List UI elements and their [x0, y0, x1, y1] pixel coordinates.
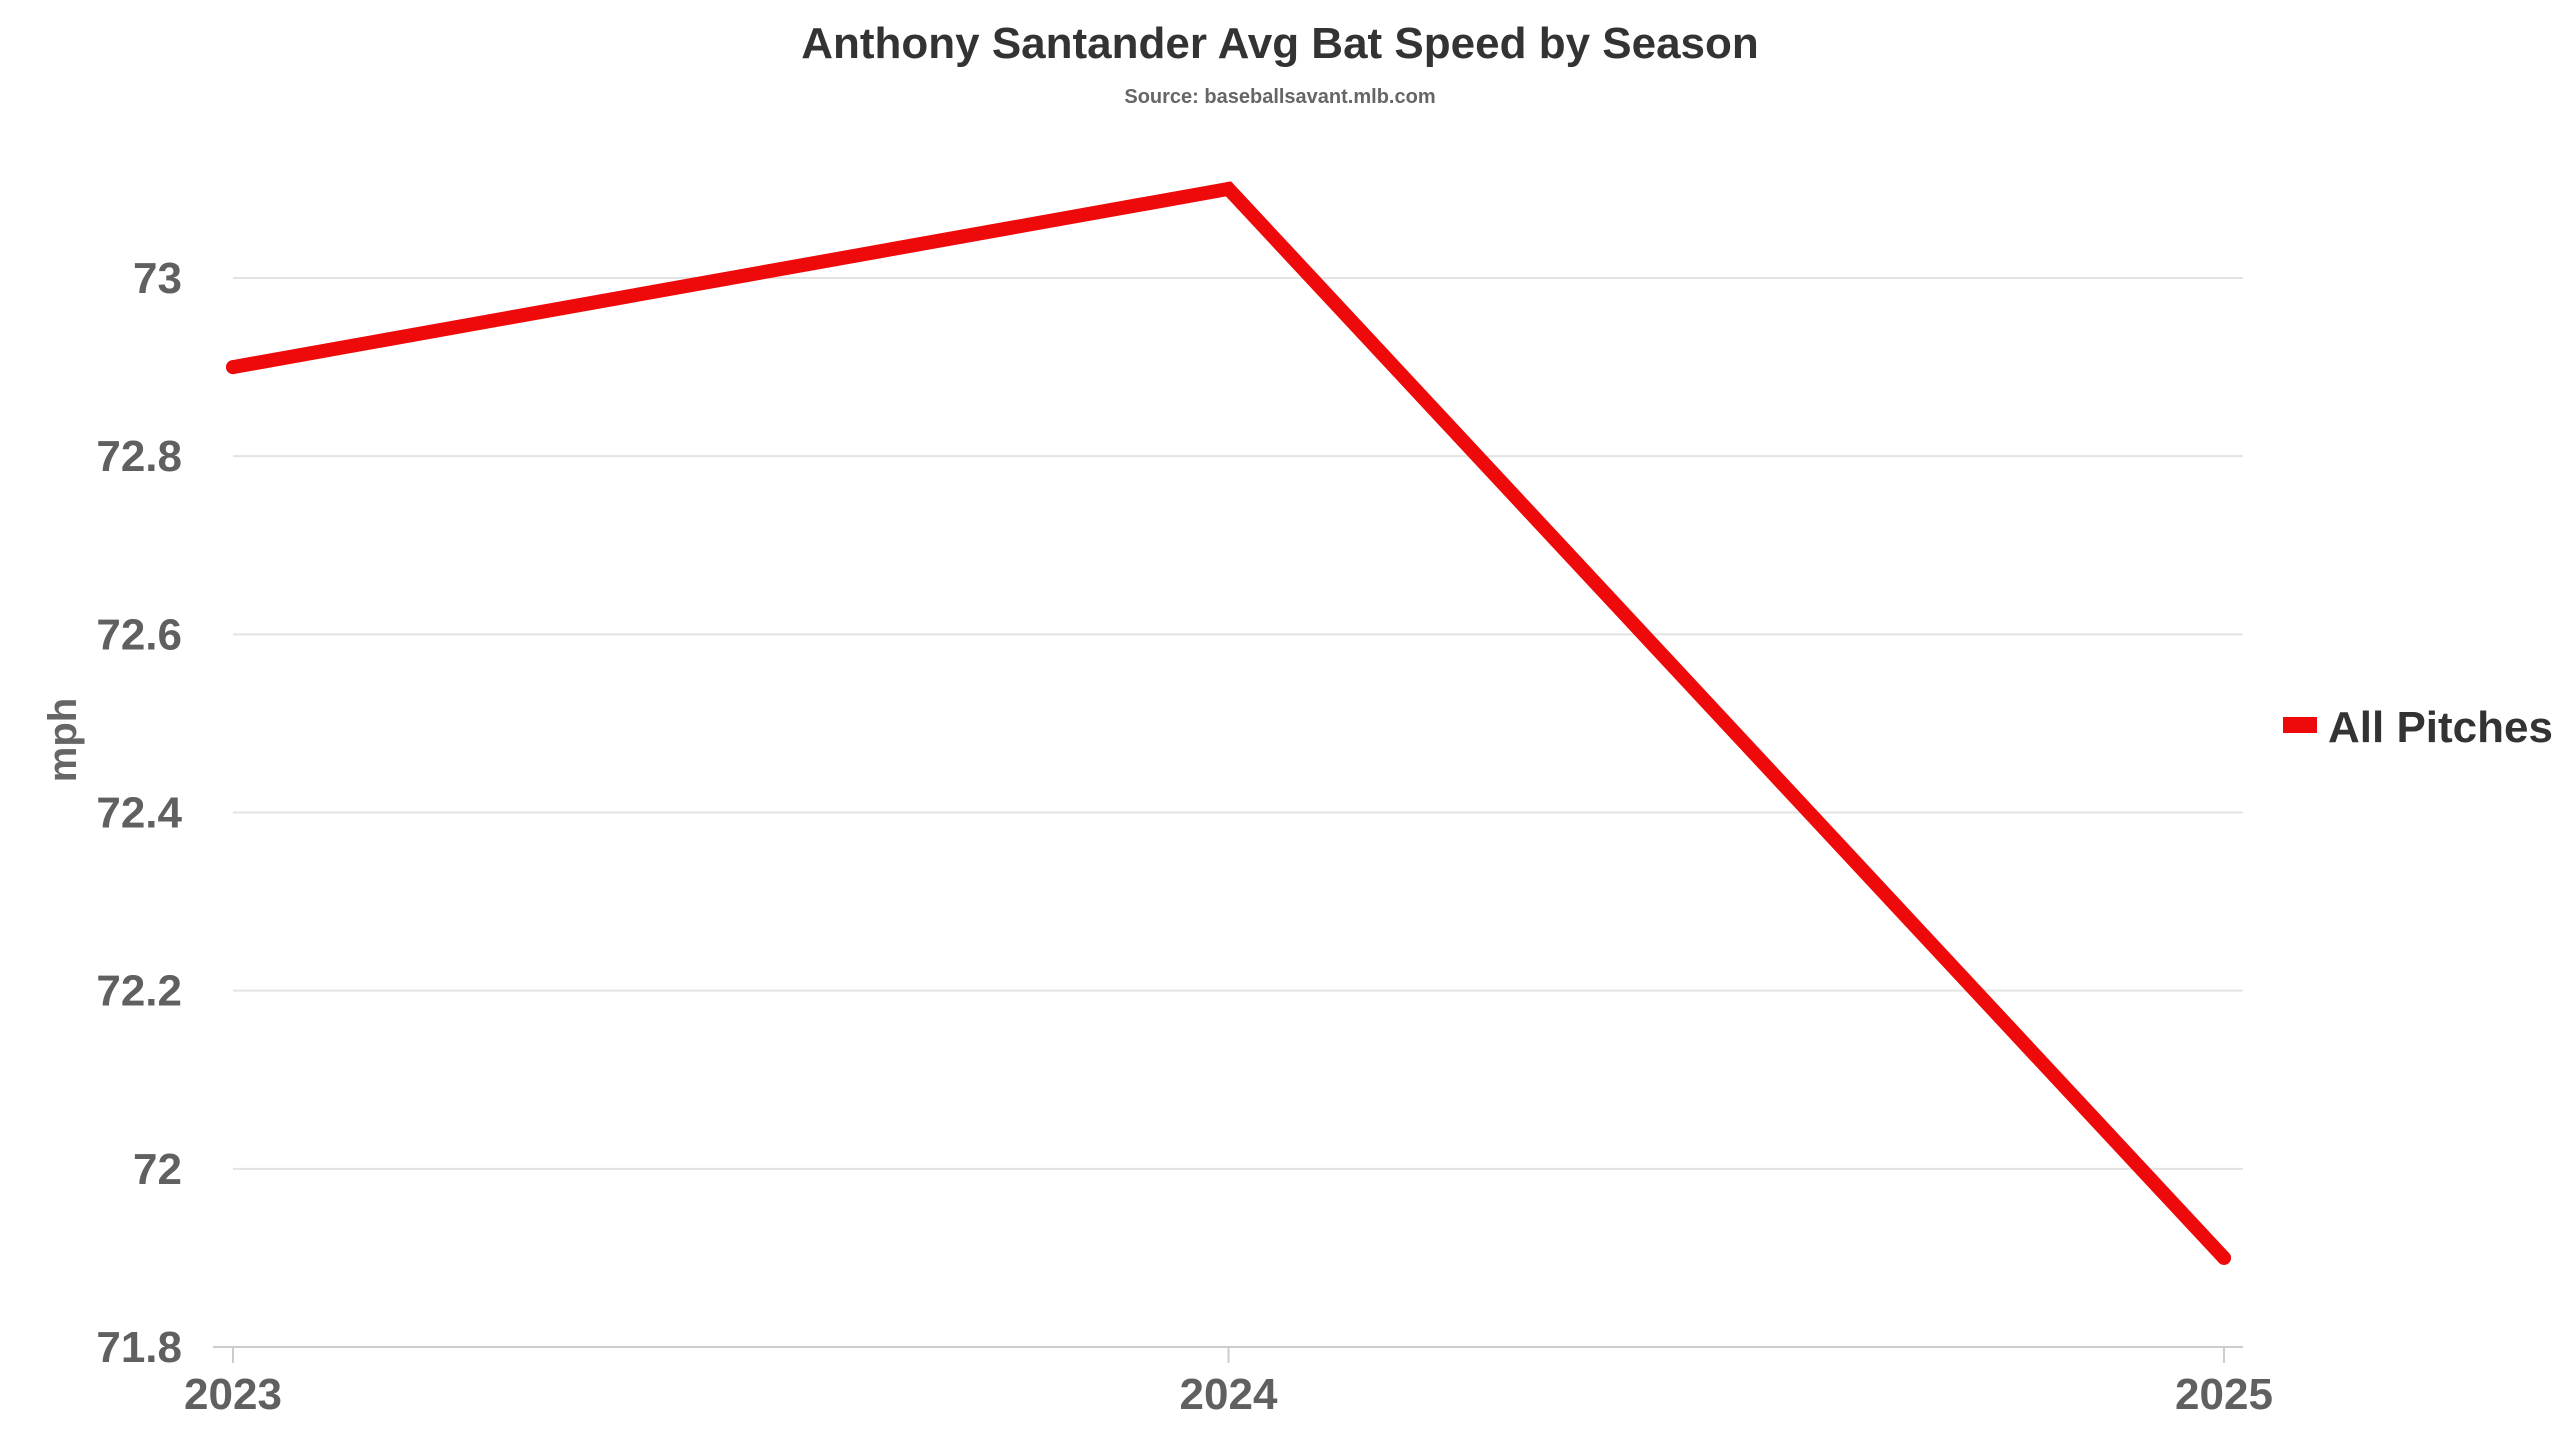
x-tick-label: 2024	[1180, 1370, 1278, 1419]
chart-subtitle: Source: baseballsavant.mlb.com	[1124, 86, 1435, 108]
y-tick-label: 71.8	[96, 1323, 182, 1372]
y-axis-title: mph	[41, 698, 85, 782]
y-tick-label: 72.2	[96, 967, 182, 1016]
y-tick-label: 72.6	[96, 610, 182, 659]
axes: 71.8 72 72.2 72.4 72.6 72.8 73 2023 2024 2025	[96, 254, 2273, 1419]
gridlines	[233, 277, 2243, 1170]
y-tick-label: 72.4	[96, 789, 182, 838]
y-tick-label: 72.8	[96, 432, 182, 481]
chart-title: Anthony Santander Avg Bat Speed by Seaso…	[801, 19, 1759, 68]
data-point[interactable]	[1221, 181, 1236, 196]
x-tick-label: 2023	[184, 1370, 282, 1419]
series-lines	[226, 181, 2231, 1265]
legend-swatch[interactable]	[2283, 717, 2317, 733]
legend-label[interactable]: All Pitches	[2328, 703, 2553, 752]
series-line-0[interactable]	[226, 181, 2231, 1265]
data-point[interactable]	[226, 360, 240, 375]
x-tick-label: 2025	[2175, 1370, 2273, 1419]
legend[interactable]: All Pitches	[2283, 703, 2553, 752]
y-tick-label: 72	[133, 1145, 182, 1194]
y-tick-label: 73	[133, 254, 182, 303]
data-point[interactable]	[2217, 1250, 2231, 1265]
